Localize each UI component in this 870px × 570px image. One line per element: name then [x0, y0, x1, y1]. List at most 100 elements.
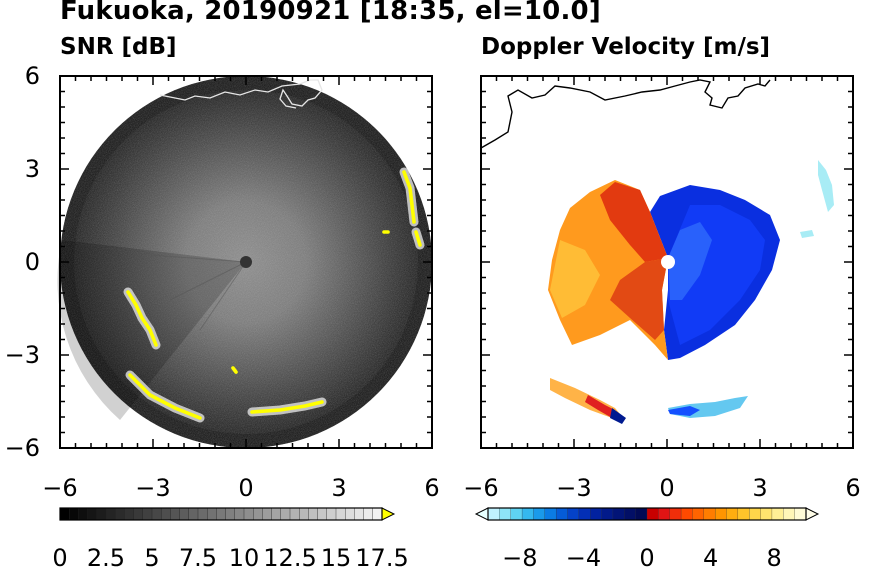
snr-colorbar-cell [170, 507, 181, 521]
velocity-colorbar-cell [601, 507, 614, 521]
snr-colorbar-cell [243, 507, 254, 521]
snr-coastline [159, 79, 323, 109]
velocity-colorbar-extend-min [474, 507, 489, 521]
figure-title: Fukuoka, 20190921 [18:35, el=10.0] [60, 0, 601, 26]
velocity-colorbar-extend-max [805, 507, 820, 521]
velocity-colorbar-cell [510, 507, 523, 521]
snr-radar-disc [57, 76, 432, 448]
velocity-colorbar-cell [555, 507, 569, 521]
snr-colorbar-cell [206, 507, 217, 521]
snr-colorbar-cell [252, 507, 263, 521]
velocity-colorbar-cell [521, 507, 534, 521]
snr-colorbar-cell [289, 507, 300, 521]
snr-colorbar-cell [188, 507, 199, 521]
snr-colorbar-tick-label: 10 [229, 544, 260, 570]
velocity-colorbar-cell [624, 507, 637, 521]
velocity-x-tick-label: 6 [845, 474, 860, 502]
snr-colorbar-tick-label: 0 [52, 544, 67, 570]
velocity-colorbar-cell [783, 507, 796, 521]
snr-colorbar-tick-label: 5 [144, 544, 159, 570]
velocity-colorbar-cell [692, 507, 705, 521]
snr-x-tick-label: 3 [331, 474, 346, 502]
snr-colorbar-cell [59, 507, 70, 521]
snr-colorbar-cell [271, 507, 282, 521]
snr-colorbar-cell [179, 507, 190, 521]
snr-colorbar-cell [78, 507, 89, 521]
snr-colorbar-tick-label: 7.5 [179, 544, 217, 570]
velocity-colorbar-cell [714, 507, 728, 521]
velocity-x-tick-label: −3 [556, 474, 591, 502]
snr-colorbar-tick-label: 12.5 [263, 544, 316, 570]
velocity-colorbar-tick-label: −4 [566, 544, 601, 570]
snr-colorbar-cell [133, 507, 144, 521]
velocity-colorbar-cell [646, 507, 659, 521]
radar-site-marker [661, 255, 675, 269]
velocity-colorbar-tick-label: −8 [502, 544, 537, 570]
snr-colorbar-cell [87, 507, 98, 521]
snr-colorbar-cell [114, 507, 125, 521]
snr-x-tick-label: 6 [424, 474, 439, 502]
snr-y-tick-label: −3 [5, 341, 40, 369]
velocity-colorbar-cell [499, 507, 512, 521]
snr-colorbar-cell [326, 507, 337, 521]
velocity-x-tick-label: −6 [463, 474, 498, 502]
velocity-colorbar-tick-label: 0 [639, 544, 654, 570]
velocity-colorbar-frame [487, 507, 807, 521]
snr-colorbar-cell [317, 507, 328, 521]
velocity-colorbar-cell [794, 507, 807, 521]
snr-y-tick-label: 3 [25, 155, 40, 183]
snr-clutter-echoes [123, 167, 425, 423]
velocity-colorbar-cell [635, 507, 648, 521]
snr-colorbar-cell [262, 507, 273, 521]
velocity-echo-red [548, 180, 668, 360]
snr-y-tick-label: −6 [5, 434, 40, 462]
velocity-colorbar-cell [771, 507, 784, 521]
velocity-colorbar-cell [749, 507, 762, 521]
snr-colorbar-cell [299, 507, 310, 521]
velocity-colorbar-cell [703, 507, 716, 521]
snr-colorbar-cell [197, 507, 208, 521]
snr-colorbar-cell [372, 507, 383, 521]
velocity-colorbar-cell [590, 507, 603, 521]
snr-colorbar-cell [234, 507, 245, 521]
snr-colorbar-frame [59, 507, 383, 521]
velocity-echo-blue [650, 185, 780, 360]
velocity-panel-title: Doppler Velocity [m/s] [481, 34, 771, 60]
velocity-colorbar-cell [544, 507, 557, 521]
snr-colorbar-cell [105, 507, 116, 521]
snr-y-tick-label: 6 [25, 62, 40, 90]
snr-colorbar-cell [280, 507, 291, 521]
snr-x-tick-label: −3 [135, 474, 170, 502]
velocity-clutter-echoes [550, 160, 834, 424]
snr-colorbar-cell [216, 507, 227, 521]
snr-colorbar-tick-label: 15 [321, 544, 352, 570]
velocity-panel [480, 79, 834, 424]
snr-x-tick-label: −6 [42, 474, 77, 502]
velocity-colorbar-cell [680, 507, 693, 521]
velocity-colorbar-tick-label: 4 [703, 544, 718, 570]
snr-colorbar-cell [68, 507, 79, 521]
snr-colorbar-cell [335, 507, 346, 521]
velocity-colorbar-cell [567, 507, 580, 521]
snr-colorbar-tick-label: 17.5 [355, 544, 408, 570]
velocity-x-tick-label: 0 [659, 474, 674, 502]
snr-colorbar-tick-label: 2.5 [87, 544, 125, 570]
velocity-colorbar-cell [487, 507, 500, 521]
snr-panel-title: SNR [dB] [60, 34, 177, 60]
snr-colorbar-cell [225, 507, 236, 521]
velocity-colorbar-cell [578, 507, 591, 521]
snr-colorbar-cell [363, 507, 374, 521]
snr-colorbar-extend-max [381, 507, 396, 521]
snr-x-tick-label: 0 [238, 474, 253, 502]
velocity-colorbar-cell [737, 507, 750, 521]
snr-colorbar-cell [151, 507, 162, 521]
snr-colorbar-cell [124, 507, 135, 521]
velocity-colorbar-cell [726, 507, 739, 521]
snr-colorbar-cell [96, 507, 107, 521]
snr-colorbar-cell [160, 507, 171, 521]
snr-colorbar-cell [354, 507, 365, 521]
snr-y-tick-label: 0 [25, 248, 40, 276]
velocity-colorbar-cell [533, 507, 546, 521]
snr-colorbar-cell [345, 507, 356, 521]
